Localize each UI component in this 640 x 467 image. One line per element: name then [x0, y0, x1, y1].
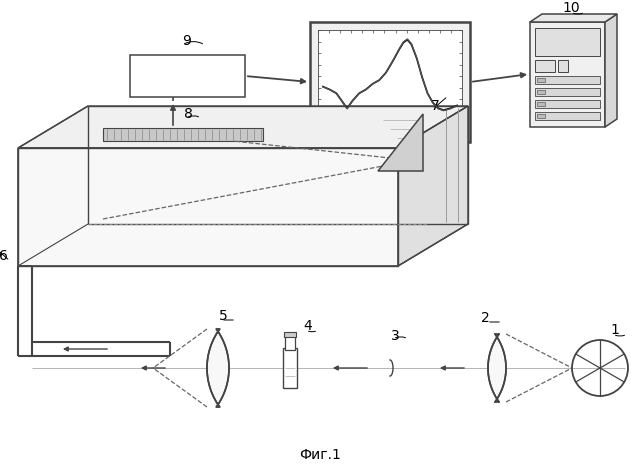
Bar: [310, 22, 470, 142]
Text: 2: 2: [481, 311, 490, 325]
Bar: [535, 76, 600, 84]
Text: 9: 9: [182, 34, 191, 48]
Polygon shape: [530, 14, 617, 22]
Bar: [535, 112, 600, 120]
Polygon shape: [207, 329, 229, 407]
Bar: [318, 30, 462, 134]
Bar: [103, 128, 263, 141]
Text: Фиг.1: Фиг.1: [299, 448, 341, 462]
Bar: [537, 90, 545, 94]
Polygon shape: [488, 334, 506, 402]
Bar: [537, 102, 545, 106]
Bar: [535, 88, 600, 96]
Bar: [530, 22, 605, 127]
Bar: [535, 28, 600, 56]
Polygon shape: [18, 106, 468, 148]
Bar: [535, 100, 600, 108]
Polygon shape: [18, 148, 398, 266]
Bar: [283, 348, 297, 388]
Bar: [285, 336, 295, 350]
Bar: [558, 60, 568, 72]
Polygon shape: [605, 14, 617, 127]
Text: 6: 6: [0, 249, 8, 263]
Text: 1: 1: [611, 323, 620, 337]
Text: 5: 5: [219, 309, 227, 323]
Bar: [537, 114, 545, 118]
Bar: [130, 55, 245, 97]
Text: 7: 7: [431, 99, 440, 113]
Polygon shape: [398, 106, 468, 266]
Bar: [535, 60, 555, 72]
Text: 3: 3: [390, 329, 399, 343]
Text: 8: 8: [184, 107, 193, 121]
Bar: [284, 332, 296, 337]
Text: 10: 10: [562, 1, 580, 15]
Bar: [537, 78, 545, 82]
Text: 4: 4: [303, 319, 312, 333]
Polygon shape: [378, 114, 423, 171]
